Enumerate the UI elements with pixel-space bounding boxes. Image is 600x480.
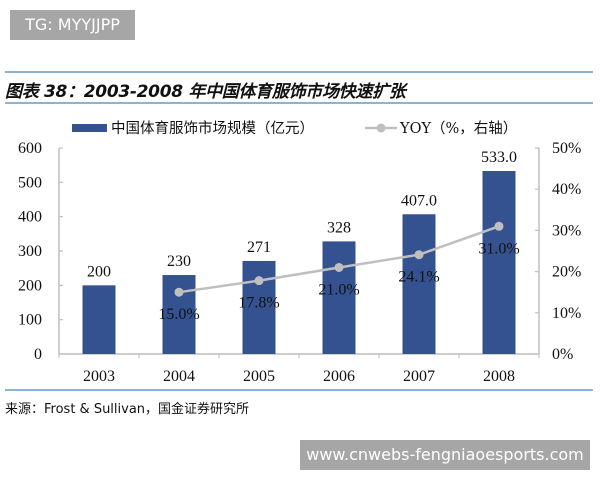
yoy-point	[494, 221, 504, 231]
title-top-rule	[5, 71, 593, 73]
bar-2007	[402, 214, 436, 354]
left-tick-label: 300	[18, 243, 42, 260]
bar-2006	[322, 241, 356, 354]
left-tick-label: 100	[18, 312, 42, 329]
legend-line-label: YOY（%，右轴）	[399, 120, 517, 137]
left-tick-label: 0	[34, 346, 42, 363]
bar-value-label: 533.0	[481, 149, 517, 166]
right-tick-label: 30%	[552, 222, 581, 239]
yoy-value-label: 31.0%	[478, 240, 519, 257]
x-tick-label: 2007	[403, 368, 435, 385]
source-note: 来源：Frost & Sullivan，国金证券研究所	[5, 402, 250, 417]
bar-value-label: 271	[247, 239, 271, 256]
yoy-point	[414, 250, 424, 260]
left-tick-label: 200	[18, 277, 42, 294]
yoy-value-label: 21.0%	[318, 281, 359, 298]
left-tick-label: 500	[18, 174, 42, 191]
legend-line-marker	[376, 123, 386, 133]
source-rule	[5, 389, 593, 391]
x-tick-label: 2005	[243, 368, 275, 385]
x-tick-label: 2004	[163, 368, 195, 385]
bar-value-label: 200	[87, 263, 111, 280]
yoy-value-label: 15.0%	[158, 306, 199, 323]
left-tick-label: 600	[18, 140, 42, 157]
x-tick-label: 2006	[323, 368, 355, 385]
yoy-value-label: 17.8%	[238, 295, 279, 312]
x-tick-label: 2003	[83, 368, 115, 385]
chart: 01002003004005006000%10%20%30%40%50%2003…	[18, 120, 581, 385]
x-tick-label: 2008	[483, 368, 515, 385]
right-tick-label: 0%	[552, 346, 573, 363]
watermark-top: TG: MYYJJPP	[10, 10, 135, 40]
yoy-value-label: 24.1%	[398, 269, 439, 286]
bar-value-label: 230	[167, 253, 191, 270]
bar-value-label: 407.0	[401, 192, 437, 209]
figure-title: 图表 38：2003-2008 年中国体育服饰市场快速扩张	[5, 82, 406, 102]
right-tick-label: 10%	[552, 305, 581, 322]
left-tick-label: 400	[18, 209, 42, 226]
bar-2003	[82, 285, 116, 354]
right-tick-label: 20%	[552, 264, 581, 281]
bar-value-label: 328	[327, 219, 351, 236]
yoy-point	[174, 287, 184, 297]
right-tick-label: 40%	[552, 181, 581, 198]
watermark-bottom: www.cnwebs-fengniaoesports.com	[300, 440, 590, 470]
bar-2008	[482, 171, 516, 354]
title-bottom-rule	[5, 102, 593, 104]
yoy-point	[254, 276, 264, 286]
right-tick-label: 50%	[552, 140, 581, 157]
legend-bar-label: 中国体育服饰市场规模（亿元）	[111, 120, 314, 137]
yoy-point	[334, 262, 344, 272]
legend-bar-swatch	[72, 124, 107, 132]
